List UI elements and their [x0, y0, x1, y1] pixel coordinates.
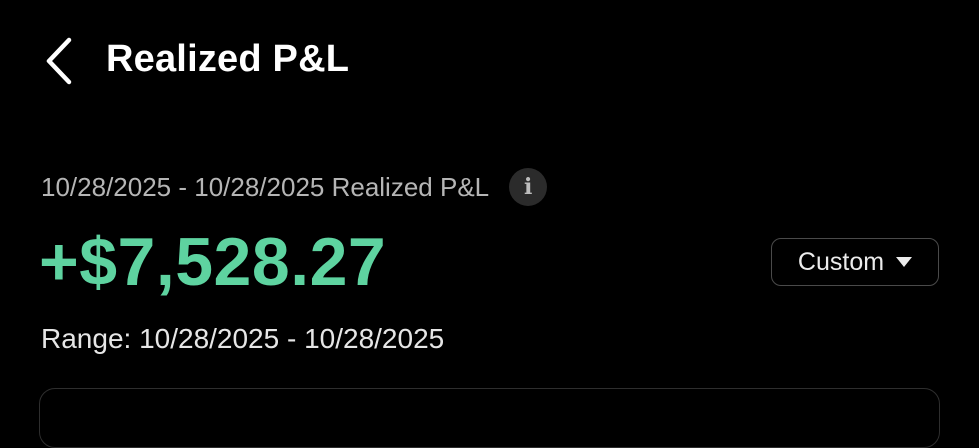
details-card: [39, 388, 940, 448]
page-title: Realized P&L: [106, 38, 349, 81]
back-button[interactable]: [30, 28, 90, 92]
info-button[interactable]: i: [509, 168, 547, 206]
summary-label-row: 10/28/2025 - 10/28/2025 Realized P&L i: [41, 168, 547, 206]
period-select-label: Custom: [798, 248, 884, 277]
summary-label: 10/28/2025 - 10/28/2025 Realized P&L: [41, 172, 489, 203]
date-range-text: Range: 10/28/2025 - 10/28/2025: [41, 323, 444, 355]
app-header: Realized P&L: [0, 0, 979, 120]
chevron-left-icon: [42, 36, 78, 86]
period-select[interactable]: Custom: [771, 238, 939, 286]
realized-pnl-amount: +$7,528.27: [39, 222, 386, 304]
info-icon: i: [524, 176, 532, 198]
caret-down-icon: [896, 257, 912, 267]
